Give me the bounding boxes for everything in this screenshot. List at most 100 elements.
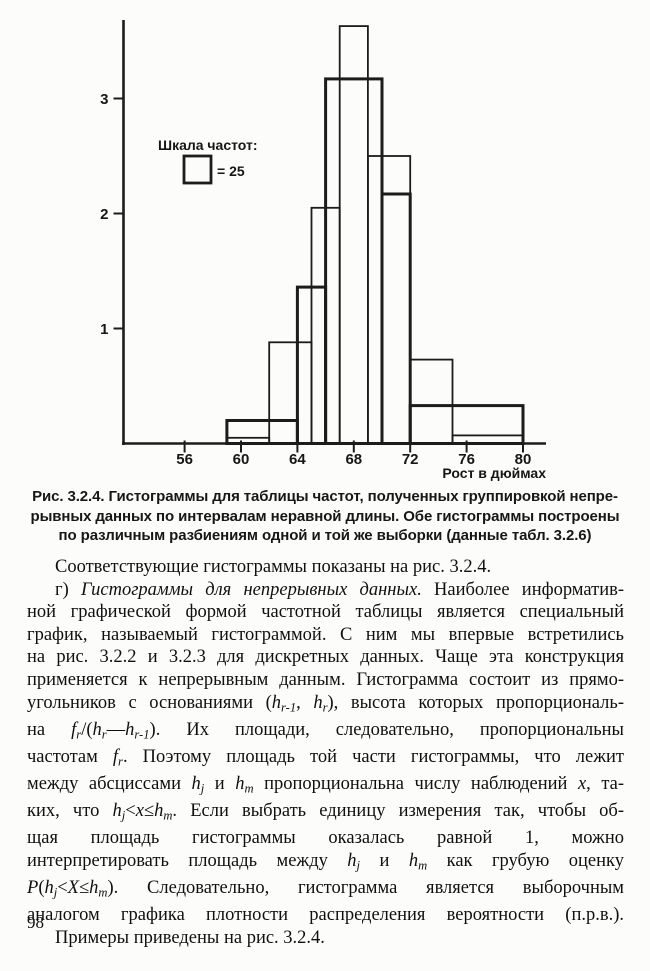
text-segment: угольников с основаниями ( <box>27 692 272 713</box>
math-subscript: m <box>418 858 428 873</box>
text-segment: и <box>204 773 236 794</box>
text-segment: /( <box>81 719 93 740</box>
math-subscript: r-1 <box>134 727 150 742</box>
math-subscript: j <box>200 781 205 796</box>
caption-line-1: Рис. 3.2.4. Гистограммы для таблицы част… <box>32 488 618 505</box>
body-text-line: ной графической формой частотной таблицы… <box>27 601 624 624</box>
math-variable: X <box>67 877 79 898</box>
text-segment: частотам <box>27 746 113 767</box>
body-text-line: P(hj<X≤hm). Следовательно, гистограмма я… <box>27 877 624 904</box>
text-segment: . Если выбрать единицу измерения так, чт… <box>172 801 624 821</box>
math-variable: P <box>27 877 39 898</box>
body-text-line: интерпретировать площадь между hj и hm к… <box>27 850 624 877</box>
text-segment: ( <box>38 877 45 898</box>
text-segment: — <box>106 719 126 740</box>
body-text-line: на fr/(hr—hr-1). Их площади, следователь… <box>27 719 624 746</box>
x-tick-label: 72 <box>402 451 419 468</box>
math-variable: h <box>44 877 54 898</box>
math-variable: x <box>135 801 144 821</box>
math-subscript: j <box>53 885 58 900</box>
histogram-partition-2-thick-bar <box>408 404 525 446</box>
body-text-line: угольников с основаниями (hr-1, hr), выс… <box>27 692 624 719</box>
math-subscript: r <box>322 700 328 715</box>
text-segment: пропорциональна числу наблюдений <box>253 773 578 794</box>
histogram-partition-1-thin-bar <box>268 341 313 445</box>
body-text-line: на рис. 3.2.2 и 3.2.3 для дискретных дан… <box>27 646 624 669</box>
caption-line-2: рывных данных по интервалам неравной дли… <box>30 507 620 525</box>
text-segment: применяется к непрерывным данным. Гистог… <box>27 669 624 690</box>
x-tick-label: 64 <box>289 451 306 468</box>
legend-square-icon <box>182 154 213 185</box>
math-subscript: r-1 <box>280 700 297 715</box>
body-text-line: аналогом графика плотности распределения… <box>27 904 624 927</box>
histogram-partition-1-thin-bar <box>338 25 369 445</box>
math-subscript: r <box>101 727 107 742</box>
math-subscript: r <box>118 754 123 769</box>
text-segment: , <box>296 692 314 713</box>
body-text-line: г) Гистограммы для непрерывных данных. Н… <box>27 579 624 602</box>
body-text-line: Примеры приведены на рис. 3.2.4. <box>27 927 624 950</box>
x-tick-label: 60 <box>233 451 250 468</box>
legend-title: Шкала частот: <box>158 137 258 153</box>
text-segment: , та- <box>586 773 625 794</box>
math-variable: h <box>271 692 281 713</box>
math-subscript: m <box>244 781 254 796</box>
math-subscript: m <box>98 885 108 900</box>
body-text-line: между абсциссами hj и hm пропорциональна… <box>27 773 624 800</box>
body-text-line: частотам fr. Поэтому площадь той части г… <box>27 746 624 773</box>
math-variable: h <box>92 719 102 740</box>
math-variable: h <box>89 877 99 898</box>
text-segment: < <box>57 877 68 898</box>
text-segment: ). Их площади, следовательно, пропорцион… <box>149 719 624 740</box>
math-variable: f <box>112 746 119 767</box>
histogram-partition-2-thick-bar <box>380 192 412 445</box>
text-segment: график, называемый гистограммой. С ним м… <box>27 624 624 645</box>
text-segment: ≤ <box>78 877 90 898</box>
math-subscript: j <box>121 808 126 823</box>
body-text-line: Соответствующие гистограммы показаны на … <box>27 556 624 579</box>
body-text-line: щая площадь гистограммы оказалась равной… <box>27 827 624 850</box>
figure-caption: Рис. 3.2.4. Гистограммы для таблицы част… <box>0 487 650 546</box>
math-variable: h <box>313 692 323 713</box>
histogram-partition-2-thick-bar <box>225 419 299 445</box>
x-tick-label: 56 <box>176 451 193 468</box>
math-variable: h <box>347 850 357 871</box>
math-variable: h <box>408 850 419 871</box>
legend-unit-label: = 25 <box>217 163 245 179</box>
histogram-chart: 1 2 3 56 60 64 68 72 76 80 Рост в дюймах Шкала част… <box>0 0 650 485</box>
text-segment: Соответствующие гистограммы показаны на … <box>55 557 492 577</box>
math-variable: h <box>235 773 245 794</box>
math-variable: h <box>191 773 201 794</box>
text-segment: на рис. 3.2.2 и 3.2.3 для дискретных дан… <box>27 647 624 668</box>
histogram-partition-2-thick-bar <box>324 77 384 446</box>
body-text: Соответствующие гистограммы показаны на … <box>27 556 624 949</box>
body-text-line: график, называемый гистограммой. С ним м… <box>27 624 624 647</box>
math-subscript: j <box>356 858 361 873</box>
text-segment: < <box>125 801 136 821</box>
text-segment: ких, что <box>27 801 113 821</box>
text-segment: щая площадь гистограммы оказалась равной… <box>27 828 624 849</box>
histogram-partition-1-thin-bar <box>366 155 412 445</box>
text-segment: между абсциссами <box>27 773 192 794</box>
text-segment: ), высота которых пропорциональ- <box>327 692 624 713</box>
body-text-line: ких, что hj<x≤hm. Если выбрать единицу и… <box>27 800 624 827</box>
math-variable: x <box>577 773 587 794</box>
x-tick-label: 80 <box>515 451 532 468</box>
math-variable: h <box>125 719 135 740</box>
text-segment: и <box>360 850 409 871</box>
x-tick-label: 68 <box>345 451 362 468</box>
text-segment: Наиболее информатив- <box>421 579 624 600</box>
x-axis-title: Рост в дюймах <box>442 465 546 481</box>
page-number: 98 <box>27 913 44 932</box>
y-tick-label: 3 <box>100 91 108 108</box>
y-tick-label: 2 <box>100 206 108 223</box>
caption-line-3: по различным разбиениям одной и той же в… <box>58 527 592 544</box>
text-segment: г) <box>55 579 81 600</box>
x-tick-label: 76 <box>458 451 475 468</box>
math-variable: h <box>154 801 164 821</box>
math-variable: h <box>112 801 122 821</box>
y-tick-label: 1 <box>100 321 108 338</box>
math-subscript: r <box>76 727 82 742</box>
